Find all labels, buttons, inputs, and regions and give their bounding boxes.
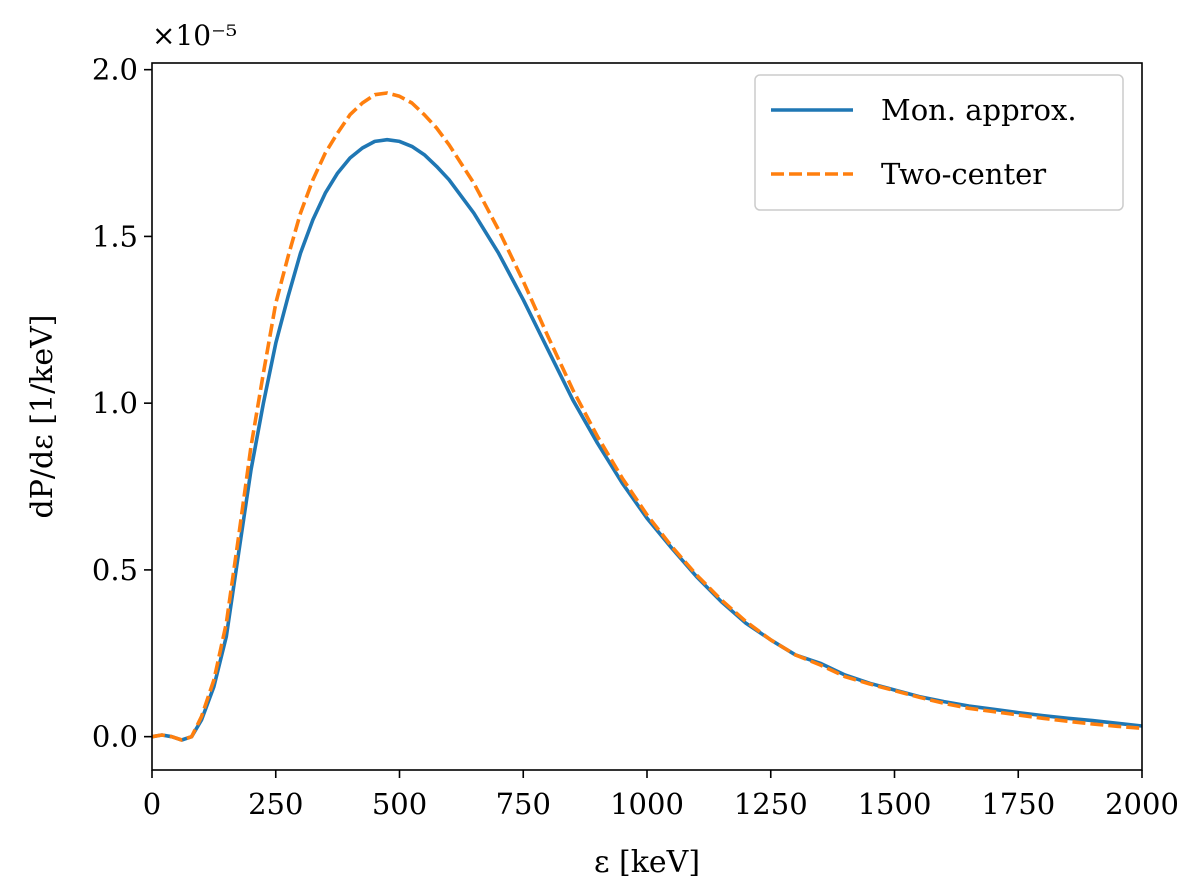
y-tick-label: 1.5: [92, 219, 138, 253]
x-axis-label: ε [keV]: [594, 845, 700, 880]
x-tick-label: 1000: [610, 787, 684, 821]
y-axis-scale-factor: ×10⁻⁵: [152, 19, 237, 52]
x-tick-label: 1250: [734, 787, 808, 821]
x-tick-label: 750: [496, 787, 551, 821]
y-tick-label: 1.0: [92, 386, 138, 420]
legend-items: Mon. approx. Two-center: [771, 93, 1077, 191]
legend-label-1: Mon. approx.: [881, 93, 1077, 127]
y-axis-ticks: 0.0 0.5 1.0 1.5 2.0: [92, 53, 152, 754]
series-line-1: [151, 137, 1143, 742]
x-tick-label: 2000: [1105, 787, 1179, 821]
y-tick-label: 2.0: [92, 53, 138, 87]
x-tick-label: 1750: [981, 787, 1055, 821]
legend-label-2: Two-center: [881, 157, 1046, 191]
y-axis-label: dP/dε [1/keV]: [25, 315, 60, 519]
series-lines: [151, 91, 1143, 742]
y-tick-label: 0.0: [92, 720, 138, 754]
x-tick-label: 0: [143, 787, 161, 821]
x-tick-label: 500: [372, 787, 427, 821]
x-tick-label: 1500: [858, 787, 932, 821]
legend: Mon. approx. Two-center: [754, 74, 1124, 211]
x-axis-ticks: 0 250 500 750 1000 1250 1500 1750 2000: [143, 770, 1179, 821]
series-line-2: [151, 91, 1143, 742]
y-tick-label: 0.5: [92, 553, 138, 587]
x-tick-label: 250: [248, 787, 303, 821]
